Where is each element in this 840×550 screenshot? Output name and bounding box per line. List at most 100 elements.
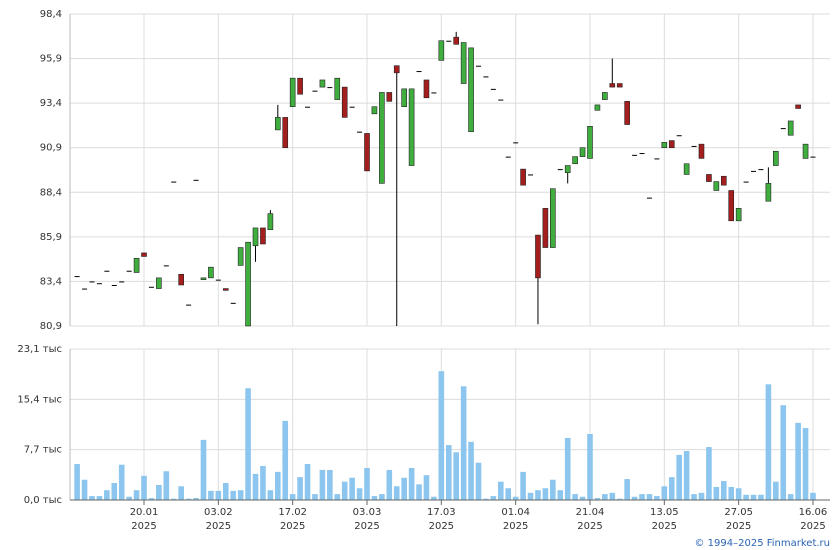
candle-body [156, 277, 162, 289]
candle-body [357, 131, 363, 133]
candle-body [341, 86, 348, 118]
candle-body [163, 265, 169, 267]
volume-bar [535, 490, 541, 500]
volume-bar [133, 490, 140, 500]
volume-bar [743, 494, 749, 500]
volume-bar [252, 473, 259, 500]
candle-body [557, 169, 563, 171]
candle-body [453, 36, 459, 45]
volume-bar [639, 494, 645, 500]
volume-bar [550, 479, 556, 500]
candle-body [371, 106, 378, 115]
candle-body [609, 83, 616, 88]
candle-body [795, 104, 801, 109]
candle-body [89, 281, 95, 283]
volume-bar [557, 490, 564, 500]
candle-body [319, 79, 326, 88]
candle-body [616, 83, 623, 88]
candle-body [312, 90, 318, 92]
candle-body [275, 117, 281, 131]
volume-bar [327, 469, 333, 500]
candle-body [230, 302, 236, 304]
y-tick-label: 88,4 [40, 187, 62, 198]
volume-bar [520, 471, 526, 500]
candle-body [416, 71, 422, 73]
volume-bar [386, 469, 393, 500]
volume-bar [654, 496, 660, 500]
volume-bar [282, 420, 289, 500]
volume-bar [170, 498, 177, 500]
candle-body [282, 117, 289, 149]
candle-body [349, 106, 355, 108]
volume-bar [156, 484, 162, 500]
volume-bar [423, 475, 430, 500]
volume-bar [683, 450, 690, 500]
volume-bar [728, 486, 735, 500]
y-tick-label: 90,9 [40, 143, 62, 154]
candle-body [572, 156, 578, 165]
volume-bar [602, 494, 608, 500]
candle-body [267, 213, 274, 231]
volume-bar [668, 477, 675, 500]
candle-body [111, 284, 117, 286]
volume-bar [564, 437, 571, 500]
x-tick-label: 17.02 2025 [278, 507, 307, 532]
volume-bar [795, 422, 801, 500]
volume-bar [126, 496, 132, 500]
volume-bar [773, 481, 779, 500]
volume-bar [416, 484, 422, 500]
candle-body [564, 165, 571, 173]
candle-body [676, 135, 682, 137]
candle-body [513, 142, 519, 144]
candle-body [133, 257, 140, 273]
candle-body [550, 188, 556, 248]
candle-body [810, 156, 816, 158]
candle-body [386, 92, 393, 102]
candle-body [126, 270, 132, 272]
volume-bar [527, 492, 534, 500]
candle-body [141, 252, 147, 257]
volume-bar [646, 494, 653, 500]
volume-bar [735, 488, 742, 500]
candle-body [423, 79, 430, 99]
x-tick-label: 17.03 2025 [427, 507, 456, 532]
candle-body [178, 273, 184, 286]
candle-body [483, 76, 489, 78]
candle-body [379, 92, 385, 184]
volume-bar [89, 496, 95, 500]
volume-bar [691, 494, 697, 500]
candle-body [408, 88, 415, 166]
volume-bar [371, 496, 378, 500]
candle-body [289, 77, 296, 108]
y-tick-label: 23,1 тыс [17, 344, 62, 355]
volume-bar [393, 486, 400, 500]
volume-bar [445, 445, 452, 500]
volume-bar [104, 490, 110, 500]
volume-bar [431, 496, 437, 500]
volume-bar [505, 488, 512, 500]
x-tick-label: 01.04 2025 [501, 507, 530, 532]
candle-body [624, 101, 630, 125]
volume-bar [468, 441, 474, 500]
candle-body [237, 247, 244, 266]
y-tick-label: 83,4 [40, 276, 62, 287]
volume-bar [379, 494, 385, 500]
candle-body [668, 140, 675, 149]
volume-bar [178, 486, 184, 500]
candle-body [720, 175, 727, 186]
candle-body [594, 104, 601, 111]
x-tick-label: 16.06 2025 [799, 507, 828, 532]
candle-body [171, 181, 177, 183]
candle-body [148, 286, 154, 288]
candle-body [520, 168, 526, 186]
candle-body [475, 65, 481, 67]
candle-body [802, 143, 809, 159]
volume-bar [713, 486, 720, 500]
volume-bar [148, 498, 155, 500]
candle-body [579, 147, 586, 157]
candle-body [639, 153, 645, 155]
candle-body [632, 154, 638, 156]
y-tick-label: 7,7 тыс [24, 445, 62, 456]
y-tick-label: 98,4 [40, 9, 62, 20]
y-tick-label: 80,9 [40, 321, 62, 332]
